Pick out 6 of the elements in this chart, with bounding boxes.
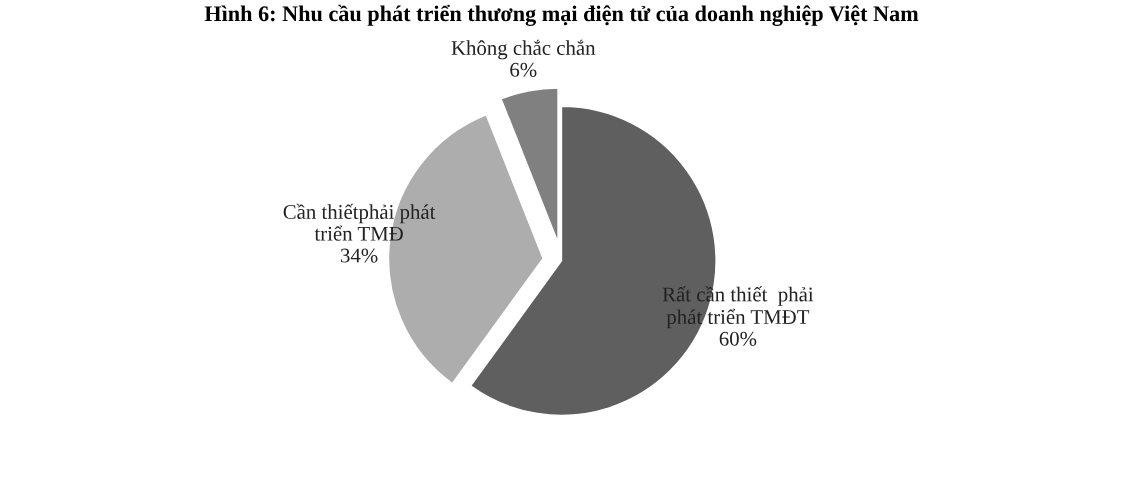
slice-label: Cần thiếtphải phát triển TMĐ	[283, 203, 436, 241]
data-label: 34%	[340, 248, 378, 263]
slice-label: Không chắc chắn	[451, 39, 596, 60]
data-label: 60%	[719, 331, 757, 346]
data-label: 6%	[510, 62, 537, 77]
chart-title: Hình 6: Nhu cầu phát triển thương mại điện tử của doanh nghiệp Việt Nam	[204, 4, 919, 26]
